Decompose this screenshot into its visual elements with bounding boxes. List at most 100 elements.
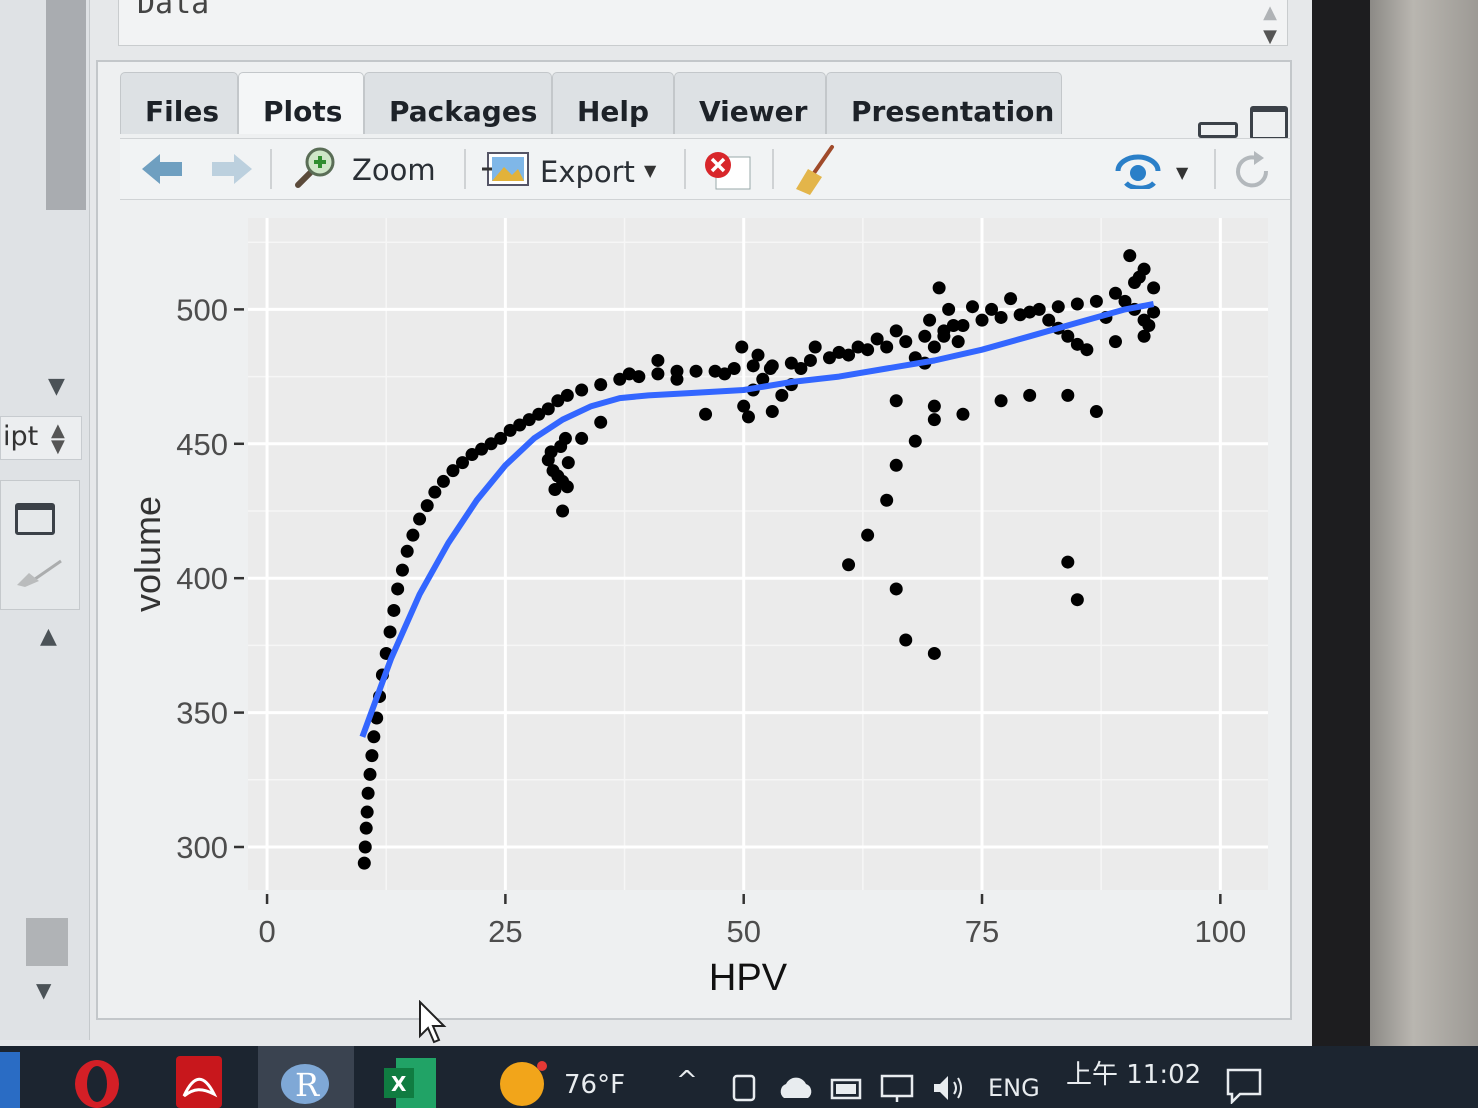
- battery-icon[interactable]: [830, 1074, 866, 1102]
- excel-icon[interactable]: X: [382, 1056, 438, 1108]
- data-point: [551, 394, 565, 408]
- data-point: [1147, 305, 1161, 319]
- rstudio-taskbar-button[interactable]: R: [258, 1046, 354, 1108]
- data-point: [889, 394, 903, 408]
- data-point: [794, 362, 808, 376]
- scroll-up-icon[interactable]: ▲: [1263, 2, 1277, 23]
- chevron-up-icon[interactable]: ^: [676, 1066, 698, 1096]
- tab-packages[interactable]: Packages: [364, 72, 552, 134]
- data-point: [446, 464, 460, 478]
- data-point: [994, 394, 1008, 408]
- toolbar-separator: [1214, 149, 1216, 189]
- data-point: [494, 431, 508, 445]
- plot-panel: [248, 218, 1268, 890]
- data-pane: Data ▲ ▼: [118, 0, 1288, 47]
- chevron-down-icon[interactable]: ▼: [1176, 163, 1189, 182]
- tab-plots[interactable]: Plots: [238, 72, 364, 134]
- data-point: [532, 407, 546, 421]
- weather-sun-icon[interactable]: [496, 1056, 552, 1108]
- data-point: [413, 512, 427, 526]
- network-icon[interactable]: [880, 1072, 916, 1104]
- opera-icon[interactable]: [70, 1054, 124, 1108]
- x-tick-label: 50: [726, 914, 760, 949]
- clock-time[interactable]: 上午 11:02: [1066, 1060, 1202, 1090]
- data-point: [803, 353, 817, 367]
- script-type-select[interactable]: ipt ▲ ▼: [0, 416, 82, 460]
- scrollbar-thumb-lower[interactable]: [26, 918, 68, 966]
- y-tick-label: 400: [176, 561, 228, 596]
- publish-icon[interactable]: [1114, 153, 1164, 189]
- y-axis-label: volume: [127, 496, 168, 612]
- data-point: [1061, 329, 1075, 343]
- data-point: [465, 448, 479, 462]
- refresh-icon[interactable]: [1230, 149, 1274, 193]
- scroll-down-icon[interactable]: ▼: [48, 374, 65, 399]
- data-point: [367, 730, 381, 744]
- broom-icon[interactable]: [792, 143, 838, 195]
- tab-label: Viewer: [699, 95, 808, 128]
- smooth-line: [359, 301, 1155, 738]
- plots-toolbar: Zoom Export ▼: [120, 138, 1290, 200]
- data-point: [622, 367, 636, 381]
- export-image-icon[interactable]: [482, 151, 532, 189]
- language-indicator[interactable]: ENG: [988, 1074, 1040, 1102]
- zoom-icon[interactable]: [292, 145, 338, 191]
- data-point: [1080, 343, 1094, 357]
- data-point: [1042, 313, 1056, 327]
- data-point: [613, 372, 627, 386]
- weather-temperature[interactable]: 76°F: [564, 1070, 626, 1100]
- data-point: [908, 434, 922, 448]
- scroll-up-icon[interactable]: ▲: [40, 624, 57, 649]
- x-tick-label: 75: [965, 914, 999, 949]
- data-point: [808, 340, 822, 354]
- data-point: [737, 399, 751, 413]
- data-point: [927, 399, 941, 413]
- taskbar-app-partial[interactable]: [0, 1052, 20, 1108]
- data-point: [1132, 270, 1146, 284]
- forward-arrow-icon[interactable]: [210, 151, 254, 187]
- data-point: [756, 372, 770, 386]
- data-point: [387, 603, 401, 617]
- meet-now-icon[interactable]: [730, 1070, 760, 1104]
- onedrive-cloud-icon[interactable]: [776, 1074, 816, 1100]
- maximize-icon[interactable]: [15, 503, 55, 535]
- acrobat-icon[interactable]: [174, 1054, 224, 1108]
- scroll-down-icon[interactable]: ▼: [1263, 26, 1277, 47]
- scrollbar-thumb[interactable]: [46, 0, 86, 210]
- data-point: [651, 353, 665, 367]
- data-point: [1108, 286, 1122, 300]
- remove-plot-icon[interactable]: [704, 151, 752, 191]
- data-point: [718, 367, 732, 381]
- tab-help[interactable]: Help: [552, 72, 674, 134]
- data-point: [751, 348, 765, 362]
- data-point: [575, 431, 589, 445]
- data-point: [689, 364, 703, 378]
- back-arrow-icon[interactable]: [140, 151, 184, 187]
- y-tick-label: 300: [176, 830, 228, 865]
- export-label[interactable]: Export: [540, 155, 635, 189]
- chevron-down-icon[interactable]: ▼: [644, 161, 657, 180]
- data-point: [727, 362, 741, 376]
- zoom-label[interactable]: Zoom: [352, 153, 436, 187]
- data-point: [699, 407, 713, 421]
- tab-presentation[interactable]: Presentation: [826, 72, 1062, 134]
- notification-icon[interactable]: [1226, 1068, 1266, 1104]
- data-point: [899, 633, 913, 647]
- toolbar-separator: [464, 149, 466, 189]
- volume-icon[interactable]: [932, 1072, 968, 1104]
- minimize-icon[interactable]: [1198, 122, 1238, 138]
- data-point: [951, 335, 965, 349]
- data-point: [575, 383, 589, 397]
- broom-icon[interactable]: [15, 559, 65, 587]
- data-point: [870, 332, 884, 346]
- tab-label: Presentation: [851, 95, 1055, 128]
- tab-files[interactable]: Files: [120, 72, 238, 134]
- data-point: [775, 388, 789, 402]
- scroll-down-icon[interactable]: ▼: [36, 978, 52, 1002]
- tab-label: Packages: [389, 95, 538, 128]
- tab-viewer[interactable]: Viewer: [674, 72, 826, 134]
- y-tick-label: 500: [176, 292, 228, 327]
- data-point: [594, 378, 608, 392]
- plot-grid: [248, 218, 1268, 890]
